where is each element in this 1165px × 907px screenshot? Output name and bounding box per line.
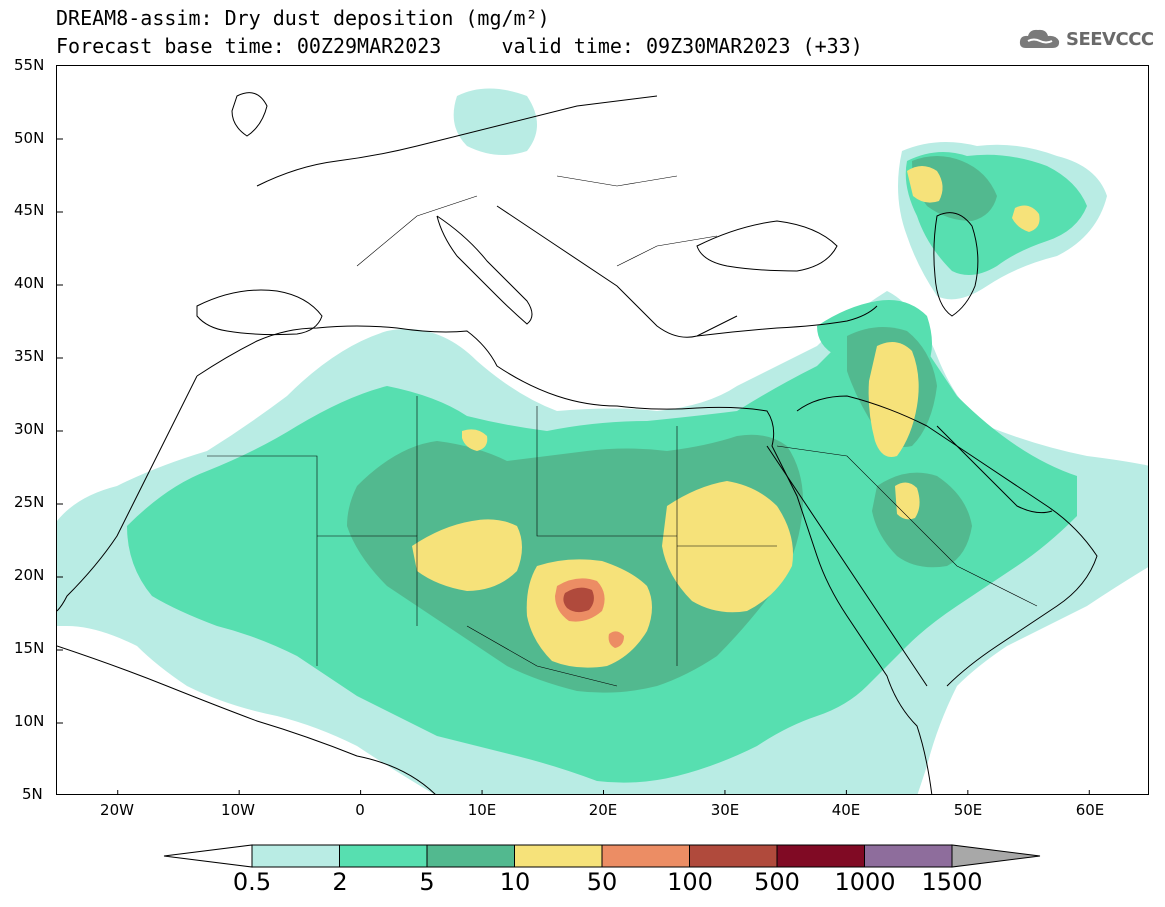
caspian-sea <box>933 212 979 317</box>
contour-level-0.5-north <box>453 88 537 155</box>
legend-colorbar <box>163 844 1041 868</box>
legend-color-box <box>426 844 515 868</box>
africa-coastline <box>196 325 933 794</box>
map-ticks <box>57 138 1090 794</box>
contour-level-50-small <box>608 631 624 648</box>
contour-level-0.5-africa-west <box>57 521 77 626</box>
legend-label: 5 <box>419 868 435 896</box>
legend-color-box <box>339 844 428 868</box>
lon-label: 10W <box>221 801 255 819</box>
lat-label: 30N <box>14 420 45 438</box>
contour-level-10-caspian2 <box>1012 205 1040 232</box>
lat-label: 35N <box>14 347 45 365</box>
lat-label: 20N <box>14 566 45 584</box>
logo-text: SEEVCCC <box>1066 28 1154 50</box>
map-subtitle: Forecast base time: 00Z29MAR2023 valid t… <box>56 34 863 58</box>
legend-max-arrow <box>951 844 1041 868</box>
lat-label: 15N <box>14 639 45 657</box>
legend-color-box <box>776 844 865 868</box>
map-panel <box>56 65 1149 795</box>
italy-coast <box>436 215 533 325</box>
legend-label: 100 <box>667 868 713 896</box>
lat-label: 45N <box>14 201 45 219</box>
contour-level-100 <box>563 587 594 613</box>
lat-label: 10N <box>14 712 45 730</box>
lon-label: 20E <box>588 801 618 819</box>
legend-color-box <box>251 844 340 868</box>
arabia-coast <box>796 395 1098 687</box>
lat-label: 40N <box>14 274 45 292</box>
contour-level-10-iraq <box>868 342 919 457</box>
legend-color-box <box>689 844 778 868</box>
legend-color-box <box>514 844 603 868</box>
legend-label: 10 <box>499 868 531 896</box>
legend-label: 0.5 <box>232 868 272 896</box>
dust-deposition-map <box>57 88 1148 794</box>
lon-label: 20W <box>100 801 134 819</box>
legend-label: 2 <box>332 868 348 896</box>
lat-label: 25N <box>14 493 45 511</box>
legend-label: 1000 <box>834 868 896 896</box>
contour-level-10-arabia <box>895 482 920 520</box>
iberia-coast <box>196 289 323 336</box>
persian-gulf <box>936 425 1053 514</box>
country-borders <box>207 175 1038 687</box>
uk-coast <box>231 92 268 137</box>
lon-label: 50E <box>953 801 983 819</box>
legend-label: 500 <box>754 868 800 896</box>
contour-level-10-libya <box>462 429 488 451</box>
europe-north <box>256 95 658 187</box>
contour-level-10-caspian1 <box>907 166 943 203</box>
legend-color-box <box>601 844 690 868</box>
legend-min-arrow <box>163 844 253 868</box>
contour-level-10-sudan <box>662 481 793 613</box>
red-sea <box>766 445 928 687</box>
west-africa-coast <box>57 375 198 612</box>
coastlines <box>57 92 1098 794</box>
lon-label: 60E <box>1075 801 1105 819</box>
lon-label: 30E <box>710 801 740 819</box>
dust-contours <box>57 88 1148 794</box>
gulf-guinea-coast <box>57 645 436 794</box>
lon-label: 0 <box>355 801 365 819</box>
legend-label: 50 <box>586 868 618 896</box>
lon-label: 40E <box>831 801 861 819</box>
balkans-coast <box>496 205 738 338</box>
lat-label: 50N <box>14 129 45 147</box>
lat-label: 5N <box>22 785 43 803</box>
legend-label: 1500 <box>921 868 983 896</box>
black-sea <box>696 220 838 272</box>
contour-level-10-niger <box>412 519 522 591</box>
map-title: DREAM8-assim: Dry dust deposition (mg/m²… <box>56 6 550 30</box>
seevccc-logo: SEEVCCC <box>1018 26 1154 52</box>
cloud-icon <box>1019 29 1060 48</box>
legend-color-box <box>864 844 953 868</box>
lat-label: 55N <box>14 56 45 74</box>
turkey-coast <box>696 305 878 337</box>
lon-label: 10E <box>467 801 497 819</box>
